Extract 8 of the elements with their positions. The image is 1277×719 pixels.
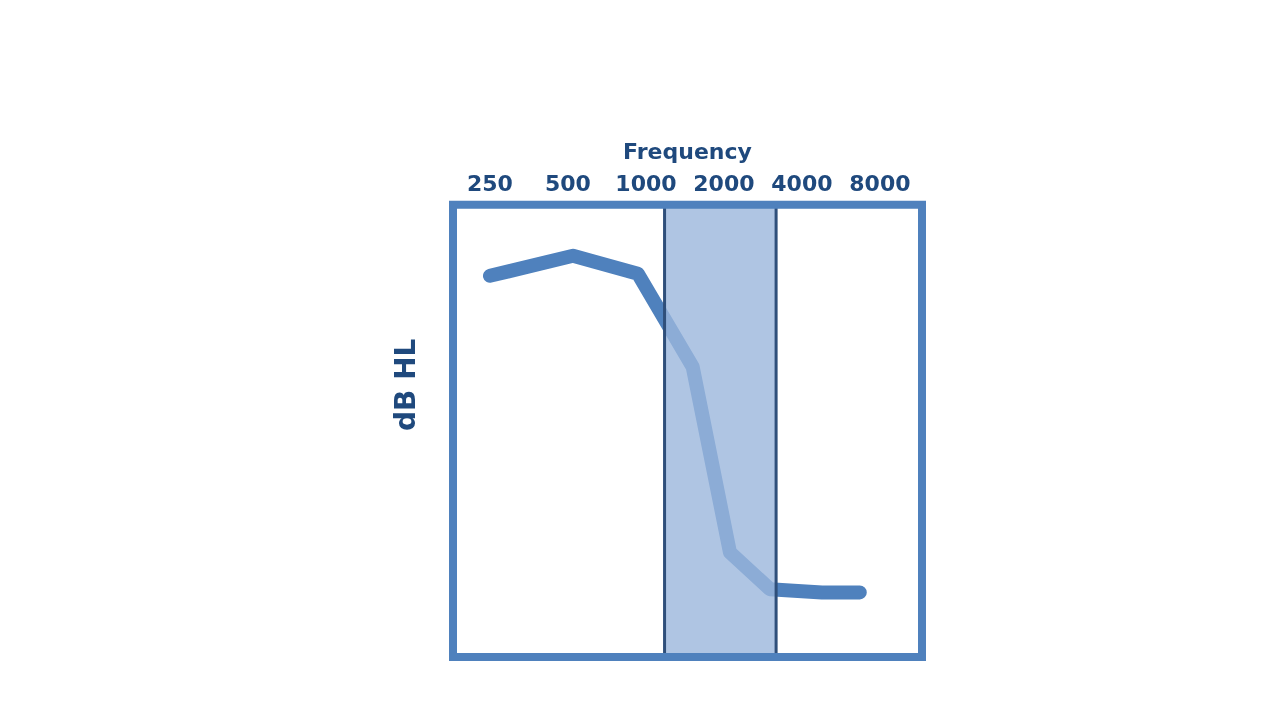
x-axis-title: Frequency [623,138,752,164]
x-tick-label: 8000 [849,171,911,197]
x-tick-label: 2000 [693,171,755,197]
x-tick-label: 250 [466,171,513,197]
x-tick-label: 500 [544,171,591,197]
x-tick-label: 1000 [615,171,677,197]
x-tick-label: 4000 [771,171,833,197]
y-axis-title: dB HL [389,338,423,432]
